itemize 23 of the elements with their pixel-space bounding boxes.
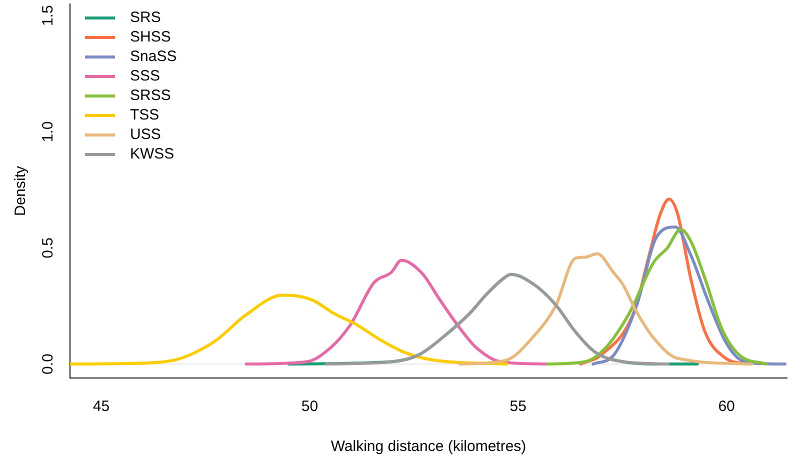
line-series xyxy=(546,228,768,366)
legend-label: SSS xyxy=(130,68,160,85)
line-series xyxy=(70,294,508,366)
line-series xyxy=(244,258,549,366)
legend-label: SnaSS xyxy=(130,48,177,66)
y-tick-label: 0.0 xyxy=(40,354,57,374)
legend-label: USS xyxy=(130,126,161,144)
legend-label: KWSS xyxy=(130,146,174,163)
x-tick-label: 50 xyxy=(301,398,318,416)
x-tick-label: 55 xyxy=(510,398,526,416)
y-tick-label: 1.5 xyxy=(40,5,57,26)
legend-label: SRS xyxy=(130,9,161,26)
y-tick-label: 0.5 xyxy=(40,237,57,258)
legend-label: TSS xyxy=(130,106,160,124)
line-series xyxy=(458,252,754,366)
y-tick-label: 1.0 xyxy=(40,121,57,142)
x-tick-label: 60 xyxy=(718,398,735,416)
x-tick-label: 45 xyxy=(92,398,110,416)
line-series xyxy=(324,272,670,366)
x-axis-title: Walking distance (kilometres) xyxy=(330,438,526,456)
legend-label: SRSS xyxy=(130,87,171,104)
legend-label: SHSS xyxy=(130,28,171,46)
y-axis-title: Density xyxy=(12,166,30,216)
